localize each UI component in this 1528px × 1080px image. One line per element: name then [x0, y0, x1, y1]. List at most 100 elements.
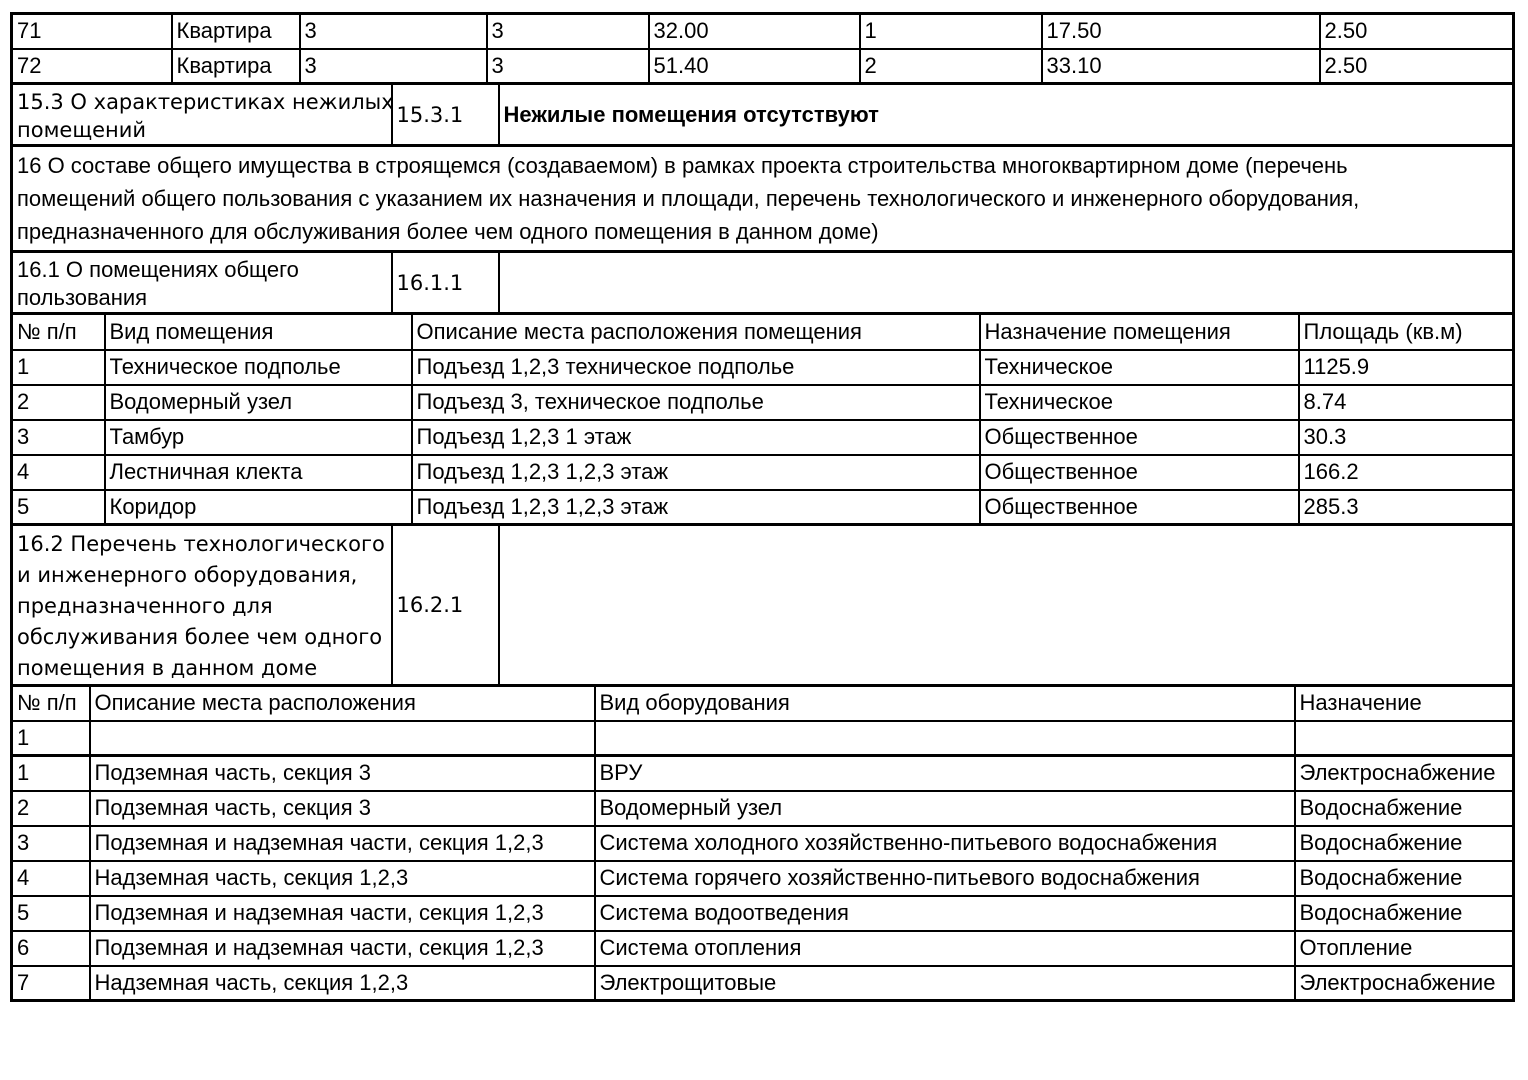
- cell-total-area: 51.40: [647, 47, 861, 85]
- cell-location: Подъезд 3, техническое подполье: [410, 383, 981, 421]
- table-row: 3 Подземная и надземная части, секция 1,…: [10, 824, 1515, 862]
- cell-location: [88, 719, 596, 757]
- table-header-row: № п/п Вид помещения Описание места распо…: [10, 312, 1515, 351]
- cell-purpose: Электроснабжение: [1293, 964, 1515, 1002]
- section-row: 15.3 О характеристиках нежилых помещений…: [10, 82, 1515, 147]
- apartment-row: 72 Квартира 3 3 51.40 2 33.10 2.50: [10, 47, 1515, 85]
- cell-type: Квартира: [170, 47, 301, 85]
- cell-num: 2: [10, 383, 106, 421]
- section-16-1-label: 16.1 О помещениях общего пользования: [10, 250, 393, 315]
- cell-area: 8.74: [1297, 383, 1515, 421]
- section-16-2-code: 16.2.1: [390, 523, 500, 687]
- section-15-3-label: 15.3 О характеристиках нежилых помещений: [10, 82, 393, 147]
- cell-num: 1: [10, 754, 91, 792]
- cell-location: Подземная и надземная части, секция 1,2,…: [88, 894, 596, 932]
- cell-equipment-type: Водомерный узел: [593, 789, 1296, 827]
- section-16-text: 16 О составе общего имущества в строящем…: [10, 144, 1515, 253]
- heading-row: 16 О составе общего имущества в строящем…: [10, 144, 1515, 253]
- cell-equipment-type: [593, 719, 1296, 757]
- cell-rooms: 1: [858, 12, 1043, 50]
- header-equipment-type: Вид оборудования: [593, 684, 1296, 722]
- cell-total-area: 32.00: [647, 12, 861, 50]
- table-row: 7 Надземная часть, секция 1,2,3 Электрощ…: [10, 964, 1515, 1002]
- label-line: помещения в данном доме: [17, 656, 318, 680]
- section-row: 16.2 Перечень технологического и инженер…: [10, 523, 1515, 687]
- table-row: 1 Техническое подполье Подъезд 1,2,3 тех…: [10, 348, 1515, 386]
- cell-num: 2: [10, 789, 91, 827]
- cell-purpose: Общественное: [978, 488, 1300, 526]
- cell-num: 6: [10, 929, 91, 967]
- heading-line: помещений общего пользования с указанием…: [17, 186, 1360, 211]
- header-purpose: Назначение помещения: [978, 312, 1300, 351]
- section-16-heading: 16 О составе общего имущества в строящем…: [10, 144, 1515, 253]
- cell-num: 3: [10, 418, 106, 456]
- cell-number: 71: [10, 12, 173, 50]
- label-line: предназначенного для: [17, 594, 273, 618]
- cell-location: Подъезд 1,2,3 техническое подполье: [410, 348, 981, 386]
- table-row: 1: [10, 719, 1515, 757]
- cell-num: 1: [10, 348, 106, 386]
- section-row: 16.1 О помещениях общего пользования 16.…: [10, 250, 1515, 315]
- cell-location: Надземная часть, секция 1,2,3: [88, 964, 596, 1002]
- cell-room-type: Техническое подполье: [103, 348, 413, 386]
- section-16-2-label: 16.2 Перечень технологического и инженер…: [10, 523, 393, 687]
- cell-equipment-type: Система горячего хозяйственно-питьевого …: [593, 859, 1296, 897]
- cell-equipment-type: Система холодного хозяйственно-питьевого…: [593, 824, 1296, 862]
- cell-rooms: 2: [858, 47, 1043, 85]
- cell-living-area: 17.50: [1040, 12, 1321, 50]
- section-15-3-code: 15.3.1: [390, 82, 500, 147]
- section-15-3-value: Нежилые помещения отсутствуют: [497, 82, 1515, 147]
- cell-num: 5: [10, 894, 91, 932]
- label-line: 15.3 О характеристиках нежилых: [17, 90, 392, 114]
- label-line: 16.2 Перечень технологического: [17, 532, 385, 556]
- label-line: обслуживания более чем одного: [17, 625, 383, 649]
- table-row: 2 Водомерный узел Подъезд 3, техническое…: [10, 383, 1515, 421]
- cell-purpose: Водоснабжение: [1293, 859, 1515, 897]
- section-16-1-value: [497, 250, 1515, 315]
- table-row: 3 Тамбур Подъезд 1,2,3 1 этаж Общественн…: [10, 418, 1515, 456]
- cell-location: Подъезд 1,2,3 1 этаж: [410, 418, 981, 456]
- cell-floor: 3: [298, 47, 488, 85]
- table-row: 6 Подземная и надземная части, секция 1,…: [10, 929, 1515, 967]
- cell-location: Подземная и надземная части, секция 1,2,…: [88, 929, 596, 967]
- cell-number: 72: [10, 47, 173, 85]
- header-num: № п/п: [10, 312, 106, 351]
- cell-location: Подъезд 1,2,3 1,2,3 этаж: [410, 488, 981, 526]
- label-line: и инженерного оборудования,: [17, 563, 358, 587]
- cell-purpose: Водоснабжение: [1293, 789, 1515, 827]
- cell-living-area: 33.10: [1040, 47, 1321, 85]
- cell-num: 5: [10, 488, 106, 526]
- equipment-table: № п/п Описание места расположения Вид об…: [10, 684, 1515, 1002]
- cell-num: 4: [10, 453, 106, 491]
- cell-room-type: Коридор: [103, 488, 413, 526]
- header-area: Площадь (кв.м): [1297, 312, 1515, 351]
- cell-purpose: Общественное: [978, 453, 1300, 491]
- section-16-2-value: [497, 523, 1515, 687]
- cell-purpose: Электроснабжение: [1293, 754, 1515, 792]
- cell-purpose: Техническое: [978, 383, 1300, 421]
- cell-purpose: Техническое: [978, 348, 1300, 386]
- table-row: 5 Коридор Подъезд 1,2,3 1,2,3 этаж Общес…: [10, 488, 1515, 526]
- cell-equipment-type: Электрощитовые: [593, 964, 1296, 1002]
- cell-equipment-type: Система отопления: [593, 929, 1296, 967]
- header-room-type: Вид помещения: [103, 312, 413, 351]
- header-purpose: Назначение: [1293, 684, 1515, 722]
- common-rooms-table: № п/п Вид помещения Описание места распо…: [10, 312, 1515, 526]
- cell-purpose: [1293, 719, 1515, 757]
- cell-room-type: Водомерный узел: [103, 383, 413, 421]
- table-row: 4 Надземная часть, секция 1,2,3 Система …: [10, 859, 1515, 897]
- cell-area: 30.3: [1297, 418, 1515, 456]
- table-row: 1 Подземная часть, секция 3 ВРУ Электрос…: [10, 754, 1515, 792]
- cell-location: Надземная часть, секция 1,2,3: [88, 859, 596, 897]
- cell-kitchen-area: 2.50: [1318, 12, 1515, 50]
- table-row: 4 Лестничная клекта Подъезд 1,2,3 1,2,3 …: [10, 453, 1515, 491]
- cell-area: 166.2: [1297, 453, 1515, 491]
- section-16-2-row: 16.2 Перечень технологического и инженер…: [10, 523, 1515, 687]
- cell-num: 3: [10, 824, 91, 862]
- section-15-3-row: 15.3 О характеристиках нежилых помещений…: [10, 82, 1515, 147]
- header-location: Описание места расположения помещения: [410, 312, 981, 351]
- cell-purpose: Отопление: [1293, 929, 1515, 967]
- cell-area: 1125.9: [1297, 348, 1515, 386]
- cell-location: Подземная и надземная части, секция 1,2,…: [88, 824, 596, 862]
- label-line: помещений: [17, 118, 147, 142]
